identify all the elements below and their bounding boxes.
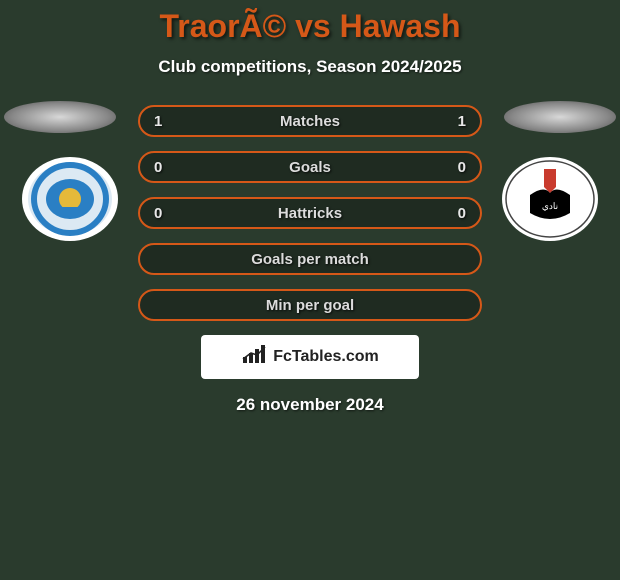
stat-left-value: 0 <box>154 205 174 222</box>
stat-left-value: 1 <box>154 113 174 130</box>
stat-right-value: 1 <box>446 113 466 130</box>
stat-label: Matches <box>174 113 446 130</box>
club-badge-left <box>20 155 120 243</box>
svg-text:نادي: نادي <box>542 201 558 211</box>
stat-left-value: 0 <box>154 159 174 176</box>
stat-right-value: 0 <box>446 205 466 222</box>
stat-label: Goals <box>174 159 446 176</box>
stat-row-hattricks: 0 Hattricks 0 <box>138 197 482 229</box>
page-title: TraorÃ© vs Hawash <box>0 0 620 45</box>
date-text: 26 november 2024 <box>0 395 620 415</box>
stat-label: Hattricks <box>174 205 446 222</box>
comparison-panel: نادي 1 Matches 1 0 Goals 0 0 Hattricks 0… <box>0 105 620 415</box>
stat-row-goals-per-match: Goals per match <box>138 243 482 275</box>
brand-label: FcTables.com <box>273 348 379 366</box>
stat-right-value: 0 <box>446 159 466 176</box>
brand-box: FcTables.com <box>201 335 419 379</box>
stat-label: Goals per match <box>154 251 466 268</box>
player-shadow-right <box>504 101 616 133</box>
player-shadow-left <box>4 101 116 133</box>
stat-row-min-per-goal: Min per goal <box>138 289 482 321</box>
stat-row-matches: 1 Matches 1 <box>138 105 482 137</box>
stat-label: Min per goal <box>154 297 466 314</box>
stat-row-goals: 0 Goals 0 <box>138 151 482 183</box>
subtitle: Club competitions, Season 2024/2025 <box>0 57 620 77</box>
club-badge-right: نادي <box>500 155 600 243</box>
bar-chart-icon <box>241 345 269 370</box>
stat-rows: 1 Matches 1 0 Goals 0 0 Hattricks 0 Goal… <box>138 105 482 321</box>
